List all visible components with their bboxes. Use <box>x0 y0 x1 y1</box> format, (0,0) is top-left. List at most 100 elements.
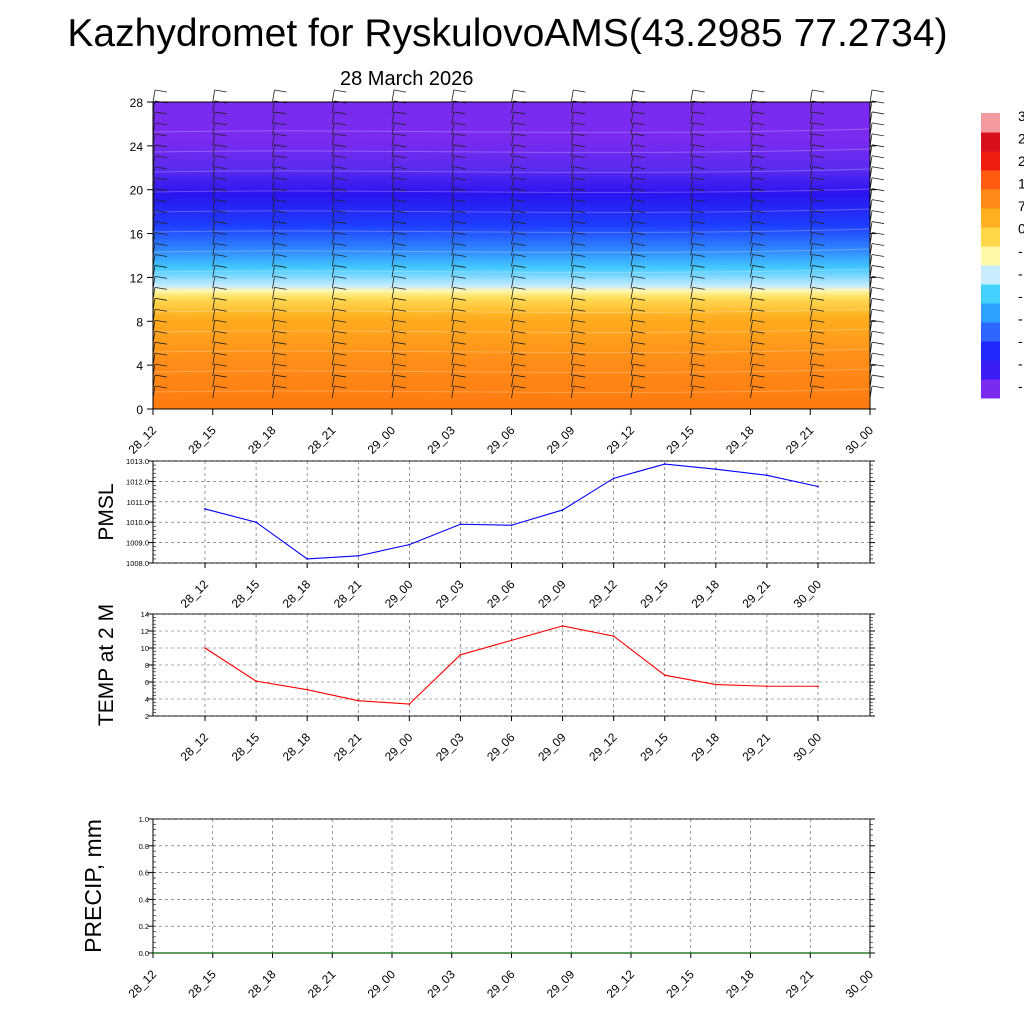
wind-barb-staff <box>212 342 216 355</box>
wind-barb-staff <box>750 364 753 377</box>
x-tick-label: 28_21 <box>331 730 365 764</box>
wind-barb-flag <box>752 374 765 378</box>
wind-barb-staff <box>331 188 335 201</box>
wind-barb-flag <box>334 188 347 192</box>
wind-barb-flag <box>393 265 407 268</box>
wind-barb-staff <box>331 364 335 377</box>
wind-barb-flag <box>393 111 407 115</box>
wind-barb-flag <box>154 221 168 224</box>
wind-barb-flag <box>632 385 646 389</box>
wind-barb-flag <box>214 89 227 93</box>
wind-barb-flag <box>274 122 287 126</box>
wind-barb-staff <box>212 177 216 190</box>
wind-barb-staff <box>331 375 335 388</box>
data-point <box>255 680 257 683</box>
wind-barb-flag <box>752 133 765 137</box>
wind-barb-flag <box>573 330 586 334</box>
wind-barb-flag <box>513 188 526 192</box>
y-tick-label: 1013.0 <box>126 457 149 466</box>
wind-barb-flag <box>154 286 168 290</box>
wind-barb-flag <box>334 385 347 389</box>
isoline <box>152 348 871 353</box>
x-tick-label: 29_09 <box>544 967 578 1001</box>
wind-barb-flag <box>513 319 526 323</box>
wind-barb-flag <box>752 254 765 257</box>
wind-barb-flag <box>632 308 646 312</box>
x-tick-label: 28_15 <box>229 577 263 611</box>
wind-barb-staff <box>690 265 694 278</box>
wind-barb-staff <box>750 199 753 212</box>
wind-barb-staff <box>391 155 395 168</box>
wind-barb-staff <box>690 243 694 256</box>
wind-barb-staff <box>272 144 275 157</box>
y-tick-label: 0.4 <box>139 895 149 904</box>
wind-barb-staff <box>570 243 574 256</box>
wind-barb-flag <box>393 144 407 148</box>
x-tick-label: 28_12 <box>126 423 160 457</box>
wind-barb-flag <box>812 297 825 301</box>
wind-barb-flag <box>812 221 825 224</box>
data-point <box>817 685 819 688</box>
wind-barb-staff <box>331 199 335 212</box>
wind-barb-staff <box>809 199 813 212</box>
wind-barb-staff <box>212 89 216 103</box>
wind-barb-staff <box>391 331 395 344</box>
y-tick-label: 0.0 <box>139 949 149 958</box>
wind-barb-staff <box>750 122 753 135</box>
wind-barb-staff <box>391 232 395 245</box>
wind-barb-staff <box>511 353 514 366</box>
wind-barb-staff <box>570 100 574 114</box>
wind-barb-staff <box>630 133 634 146</box>
wind-barb-flag <box>453 286 466 290</box>
wind-barb-flag <box>692 199 705 203</box>
data-point <box>663 463 666 465</box>
colorbar-label: 3 <box>1018 108 1024 124</box>
wind-barb-flag <box>871 166 885 170</box>
wind-barb-staff <box>331 155 335 168</box>
wind-barb-staff <box>331 265 335 278</box>
wind-barb-flag <box>692 352 705 356</box>
wind-barb-staff <box>331 254 335 267</box>
wind-barb-flag <box>513 308 526 312</box>
wind-barb-flag <box>871 221 885 224</box>
wind-barb-flag <box>214 144 227 148</box>
x-tick-label: 29_18 <box>723 967 757 1001</box>
wind-barb-staff <box>511 144 514 157</box>
wind-barb-staff <box>750 265 753 278</box>
wind-barb-staff <box>570 254 574 267</box>
wind-barb-staff <box>212 276 216 289</box>
wind-barb-flag <box>692 275 705 279</box>
wind-barb-staff <box>750 254 753 267</box>
wind-barb-flag <box>334 89 347 93</box>
wind-barb-staff <box>212 210 216 223</box>
wind-barb-staff <box>809 331 813 344</box>
wind-barb-staff <box>331 133 335 146</box>
x-tick-label: 29_12 <box>586 577 620 611</box>
wind-barb-flag <box>214 275 227 279</box>
wind-barb-flag <box>871 265 885 268</box>
colorbar-label: - <box>1018 243 1023 259</box>
wind-barb-flag <box>154 111 168 115</box>
wind-barb-staff <box>451 199 455 212</box>
wind-barb-flag <box>692 330 705 334</box>
wind-barb-flag <box>393 308 407 312</box>
y-tick-label: 2 <box>145 712 149 721</box>
wind-barb-staff <box>391 287 395 300</box>
wind-barb-flag <box>393 374 407 378</box>
wind-barb-staff <box>630 166 634 179</box>
wind-barb-flag <box>692 166 705 170</box>
x-tick-label: 29_18 <box>723 423 757 457</box>
wind-barb-staff <box>272 155 275 168</box>
data-point <box>612 635 615 637</box>
wind-barb-flag <box>393 363 407 367</box>
colorbar-segment <box>981 360 1000 380</box>
wind-barb-flag <box>154 352 168 356</box>
wind-barb-staff <box>570 385 574 399</box>
wind-barb-flag <box>573 319 586 323</box>
wind-barb-staff <box>750 385 753 399</box>
y-tick-label: 12 <box>141 627 149 636</box>
wind-barb-flag <box>871 122 885 126</box>
x-tick-label: 29_15 <box>663 423 697 457</box>
wind-barb-staff <box>451 111 455 124</box>
colorbar-segment <box>981 265 1000 285</box>
